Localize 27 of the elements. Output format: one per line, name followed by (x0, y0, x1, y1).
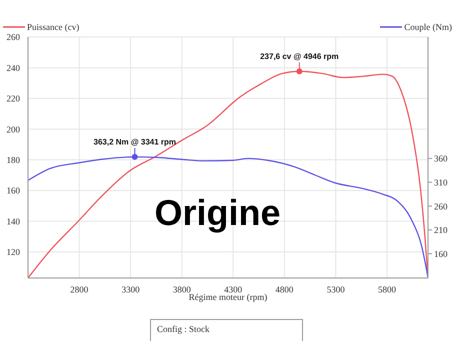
y-tick-label: 260 (6, 32, 20, 42)
y-tick-label: 160 (6, 186, 20, 196)
legend-label: Puissance (cv) (27, 22, 80, 32)
y-tick-label: 180 (6, 155, 20, 165)
y2-tick-label: 260 (434, 201, 448, 212)
annotation: Origine (154, 192, 281, 233)
x-tick-label: 4300 (224, 284, 243, 294)
y-tick-label: 120 (6, 247, 20, 258)
x-tick-label: 5800 (378, 284, 396, 294)
y-tick-label: 220 (6, 94, 20, 104)
text: Config : Stock (150, 319, 303, 341)
legend-label: Couple (Nm) (404, 22, 452, 32)
annotation: 237,6 cv @ 4946 rpm (260, 52, 339, 61)
x-tick-label: 4800 (275, 284, 294, 294)
x-axis-title: Régime moteur (rpm) (188, 292, 268, 302)
x-tick-label: 3800 (172, 284, 192, 294)
y2-tick-label: 310 (434, 177, 448, 188)
y-tick-label: 200 (6, 124, 20, 134)
x-tick-label: 2800 (70, 284, 89, 294)
x-tick-label: 3300 (122, 284, 140, 294)
y-tick-label: 240 (6, 62, 20, 73)
y2-tick-label: 160 (434, 248, 448, 259)
x-tick-label: 5300 (326, 284, 346, 294)
y2-tick-label: 360 (434, 154, 448, 164)
y-tick-label: 140 (6, 216, 20, 226)
y2-tick-label: 210 (434, 225, 448, 236)
annotation: 363,2 Nm @ 3341 rpm (94, 137, 176, 146)
